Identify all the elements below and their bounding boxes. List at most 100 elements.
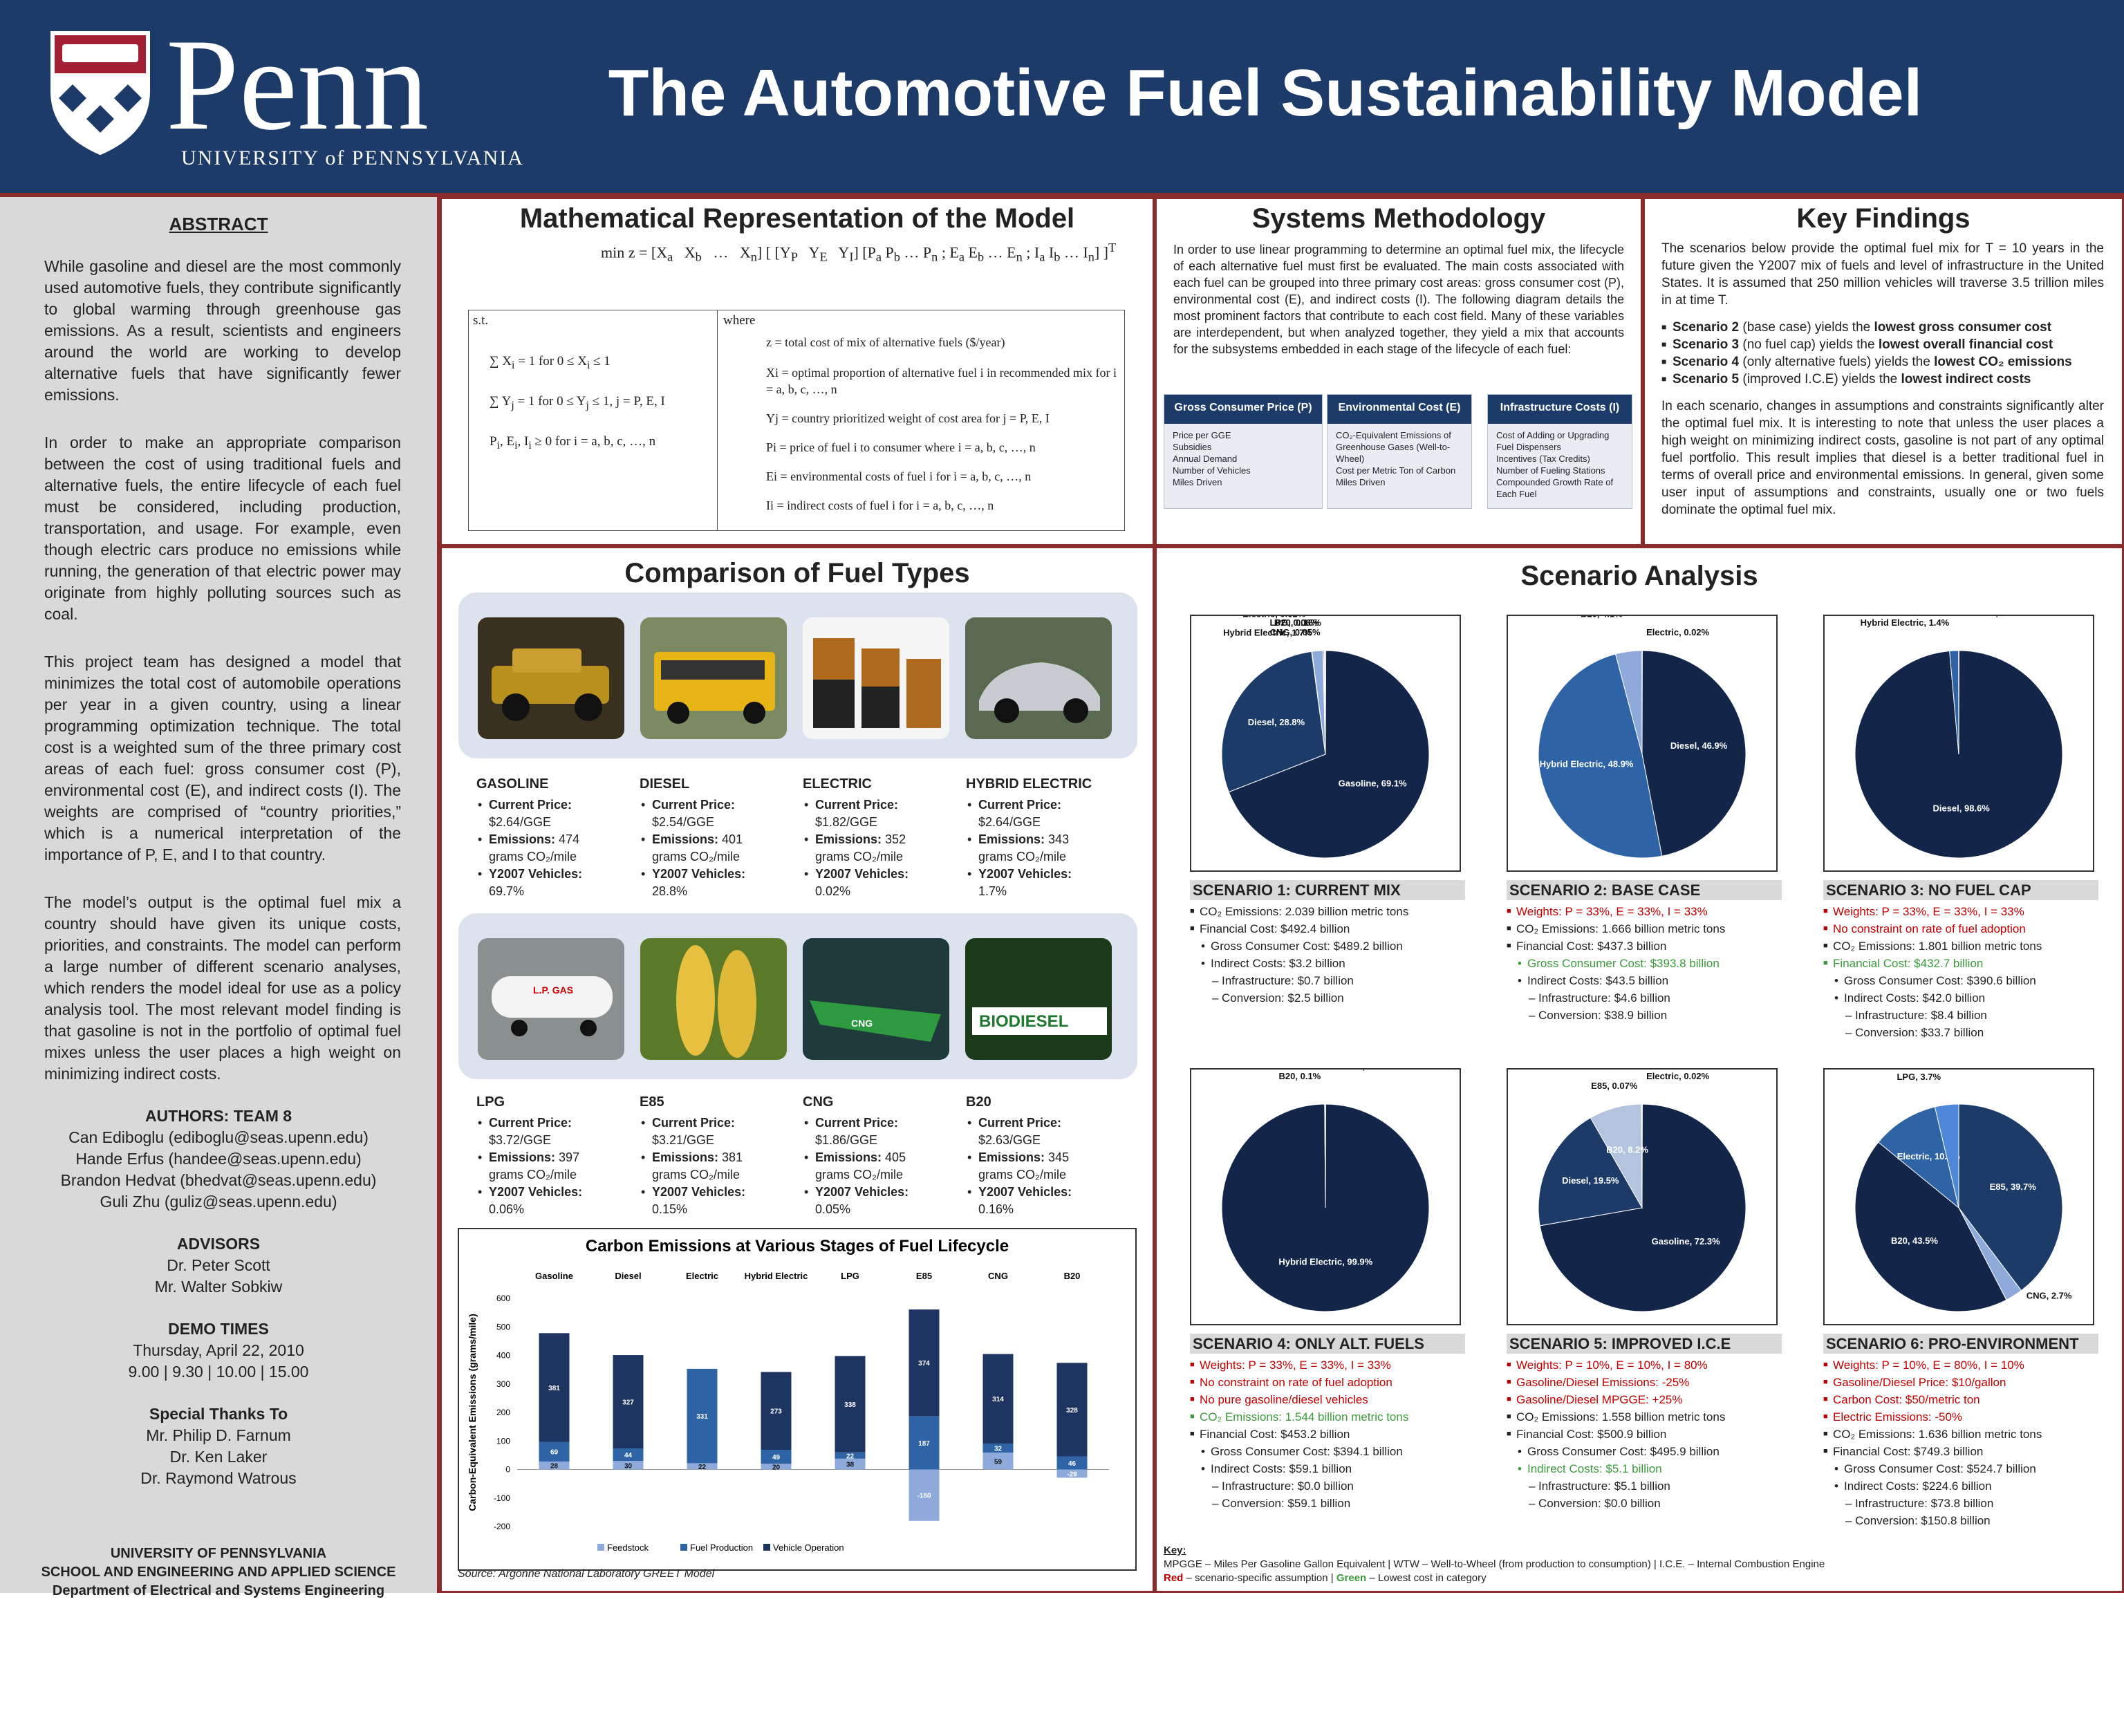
scenario-line: Conversion: $2.5 billion: [1190, 989, 1465, 1007]
legend-swatch: [597, 1544, 604, 1551]
fuel-name: LPG: [476, 1094, 505, 1110]
university: UNIVERSITY OF PENNSYLVANIA: [110, 1546, 327, 1561]
lpg-label: L.P. GAS: [533, 984, 573, 996]
pie-slice-hybrid-electric: [1538, 653, 1663, 859]
corn-photo: [640, 938, 787, 1060]
legend-swatch: [763, 1544, 770, 1551]
pie-slice-gasoline: [1228, 650, 1430, 859]
pie-label: Electric, 10.4%: [1897, 1151, 1960, 1161]
systems-text: In order to use linear programming to de…: [1173, 243, 1624, 356]
bar-value-label: 38: [846, 1462, 855, 1469]
category-label: Electric: [686, 1271, 718, 1281]
fuel-name: HYBRID ELECTRIC: [966, 776, 1092, 792]
scenario-key: Key: MPGGE – Miles Per Gasoline Gallon E…: [1164, 1544, 1825, 1585]
scenario-title: Scenario Analysis: [1520, 561, 1758, 591]
scenario-line: Gross Consumer Cost: $390.6 billion: [1823, 972, 2098, 989]
abstract-paragraph: In order to make an appropriate comparis…: [44, 433, 401, 623]
fuel-vehicles: Y2007 Vehicles:0.05%: [803, 1184, 962, 1218]
penn-shield-icon: [50, 31, 150, 156]
hybrid-car-photo: [965, 617, 1112, 739]
pie-label: Electric, 0.02%: [1963, 616, 2026, 618]
bar-feedstock: [613, 1461, 644, 1470]
scenario-pie-6: E85, 39.7% CNG, 2.7% B20, 43.5% Electric, 1…: [1823, 1068, 2094, 1325]
scenario-line: No constraint on rate of fuel adoption: [1823, 920, 2098, 937]
fuel-spec-7: B20 Current Price:$2.63/GGEEmissions: 345…: [966, 1094, 1125, 1218]
scenario-line: Gross Consumer Cost: $495.9 billion: [1507, 1443, 1782, 1460]
legend-label: Vehicle Operation: [773, 1542, 844, 1553]
pie-slice-e85: [1958, 1103, 2063, 1291]
authors-heading: AUTHORS: TEAM 8: [145, 1107, 292, 1125]
bar-value-label: 381: [548, 1385, 560, 1392]
cost-factor: Number of Fueling Stations: [1496, 465, 1605, 476]
constraints-box: s.t. ∑ Xi = 1 for 0 ≤ Xi ≤ 1 ∑ Yj = 1 fo…: [468, 310, 1125, 531]
pie-label: E85, 0.07%: [1591, 1081, 1638, 1091]
carbon-emissions-chart: Carbon Emissions at Various Stages of Fu…: [467, 1237, 1109, 1553]
demo-times: 9.00 | 9.30 | 10.00 | 15.00: [128, 1363, 309, 1381]
gasoline-suv-photo: [478, 617, 624, 739]
bar-feedstock: [687, 1463, 718, 1470]
scenario-line: CO₂ Emissions: 1.558 billion metric tons: [1507, 1408, 1782, 1426]
finding: Scenario 5 (improved I.C.E) yields the l…: [1661, 371, 2104, 388]
abstract-paragraph: The model’s output is the optimal fuel m…: [44, 893, 401, 1083]
bar-vehicle-operation: [909, 1309, 940, 1417]
scenario-heading: SCENARIO 3: NO FUEL CAP: [1823, 880, 2098, 900]
objective-function: min z = [Xa Xb … Xn] [ [YP YE YI] [Pa Pb…: [601, 241, 1117, 264]
source-note: [460, 1573, 1137, 1736]
fuel-vehicles: Y2007 Vehicles:1.7%: [966, 866, 1125, 900]
definition: Yj = country prioritized weight of cost …: [766, 411, 1050, 425]
scenario-line: Conversion: $0.0 billion: [1507, 1495, 1782, 1512]
scenario-line: Weights: P = 10%, E = 80%, I = 10%: [1823, 1356, 2098, 1374]
pie-label: Electric, 0.02%: [1646, 627, 1709, 637]
pie-slice-gasoline: [1539, 1103, 1746, 1312]
finding: Scenario 3 (no fuel cap) yields the lowe…: [1661, 336, 2104, 353]
y-tick-label: -200: [494, 1522, 510, 1531]
pie-slice-electric: [1878, 1106, 1959, 1209]
y-tick-label: 500: [496, 1322, 510, 1332]
key-findings-intro: The scenarios below provide the optimal …: [1661, 241, 2104, 308]
bar-value-label: 327: [622, 1399, 634, 1407]
thanks-heading: Special Thanks To: [149, 1405, 288, 1423]
scenario-pie-1: Gasoline, 69.1%Diesel, 28.8%Electric, 0.…: [1190, 608, 1461, 872]
key-colors: Red – scenario-specific assumption | Gre…: [1164, 1572, 1487, 1584]
scenario-line: Gross Consumer Cost: $524.7 billion: [1823, 1460, 2098, 1477]
scenario-2-details: SCENARIO 2: BASE CASE Weights: P = 33%, E…: [1507, 880, 1782, 1024]
scenario-line: No constraint on rate of fuel adoption: [1190, 1374, 1465, 1391]
fuel-name: DIESEL: [640, 776, 690, 792]
scenario-line: Financial Cost: $492.4 billion: [1190, 920, 1465, 937]
bar-value-label: 32: [994, 1446, 1003, 1453]
diesel-bus-photo: [640, 617, 787, 739]
department: Department of Electrical and Systems Eng…: [52, 1583, 385, 1598]
thanks-person: Mr. Philip D. Farnum: [146, 1426, 291, 1444]
pie-label: CNG, 2.7%: [2027, 1291, 2072, 1301]
bar-value-label: 30: [624, 1462, 633, 1470]
constraints-column: s.t. ∑ Xi = 1 for 0 ≤ Xi ≤ 1 ∑ Yj = 1 fo…: [469, 310, 718, 530]
cost-factor: Incentives (Tax Credits): [1496, 454, 1590, 464]
cost-factor: Number of Vehicles: [1173, 465, 1251, 476]
scenario-4-details: SCENARIO 4: ONLY ALT. FUELS Weights: P = …: [1190, 1334, 1465, 1512]
pie-slice-b20: [1324, 650, 1327, 755]
legend-label: Fuel Production: [690, 1542, 753, 1553]
scenario-line: Weights: P = 33%, E = 33%, I = 33%: [1190, 1356, 1465, 1374]
author: Can Ediboglu (ediboglu@seas.upenn.edu): [68, 1128, 369, 1146]
fuel-price: Current Price:$2.64/GGE: [966, 796, 1125, 831]
cost-factor: Cost of Adding or Upgrading Fuel Dispens…: [1496, 430, 1610, 452]
bar-value-label: 374: [918, 1360, 930, 1368]
scenario-line: Financial Cost: $432.7 billion: [1823, 955, 2098, 972]
scenario-line: Gasoline/Diesel MPGGE: +25%: [1507, 1391, 1782, 1408]
scenario-line: Indirect Costs: $59.1 billion: [1190, 1460, 1465, 1477]
bar-vehicle-operation: [613, 1355, 644, 1448]
fuel-spec-4: LPG Current Price:$3.72/GGEEmissions: 397…: [476, 1094, 635, 1218]
bar-value-label: 49: [772, 1454, 781, 1462]
institution: UNIVERSITY OF PENNSYLVANIA SCHOOL AND EN…: [0, 1544, 437, 1600]
fuel-price: Current Price:$1.86/GGE: [803, 1114, 962, 1149]
bar-value-label: 187: [918, 1440, 930, 1448]
scenario-line: Indirect Costs: $42.0 billion: [1823, 989, 2098, 1007]
scenario-line: No pure gasoline/diesel vehicles: [1190, 1391, 1465, 1408]
scenario-line: Indirect Costs: $224.6 billion: [1823, 1477, 2098, 1495]
key-findings-title: Key Findings: [1796, 203, 1971, 234]
definition: Pi = price of fuel i to consumer where i…: [766, 440, 1036, 454]
bar-value-label: 20: [772, 1464, 781, 1471]
pie-label: Hybrid Electric, 48.9%: [1540, 758, 1634, 769]
pie-slice-diesel: [1538, 1117, 1643, 1226]
key-abbreviations: MPGGE – Miles Per Gasoline Gallon Equiva…: [1164, 1558, 1825, 1570]
